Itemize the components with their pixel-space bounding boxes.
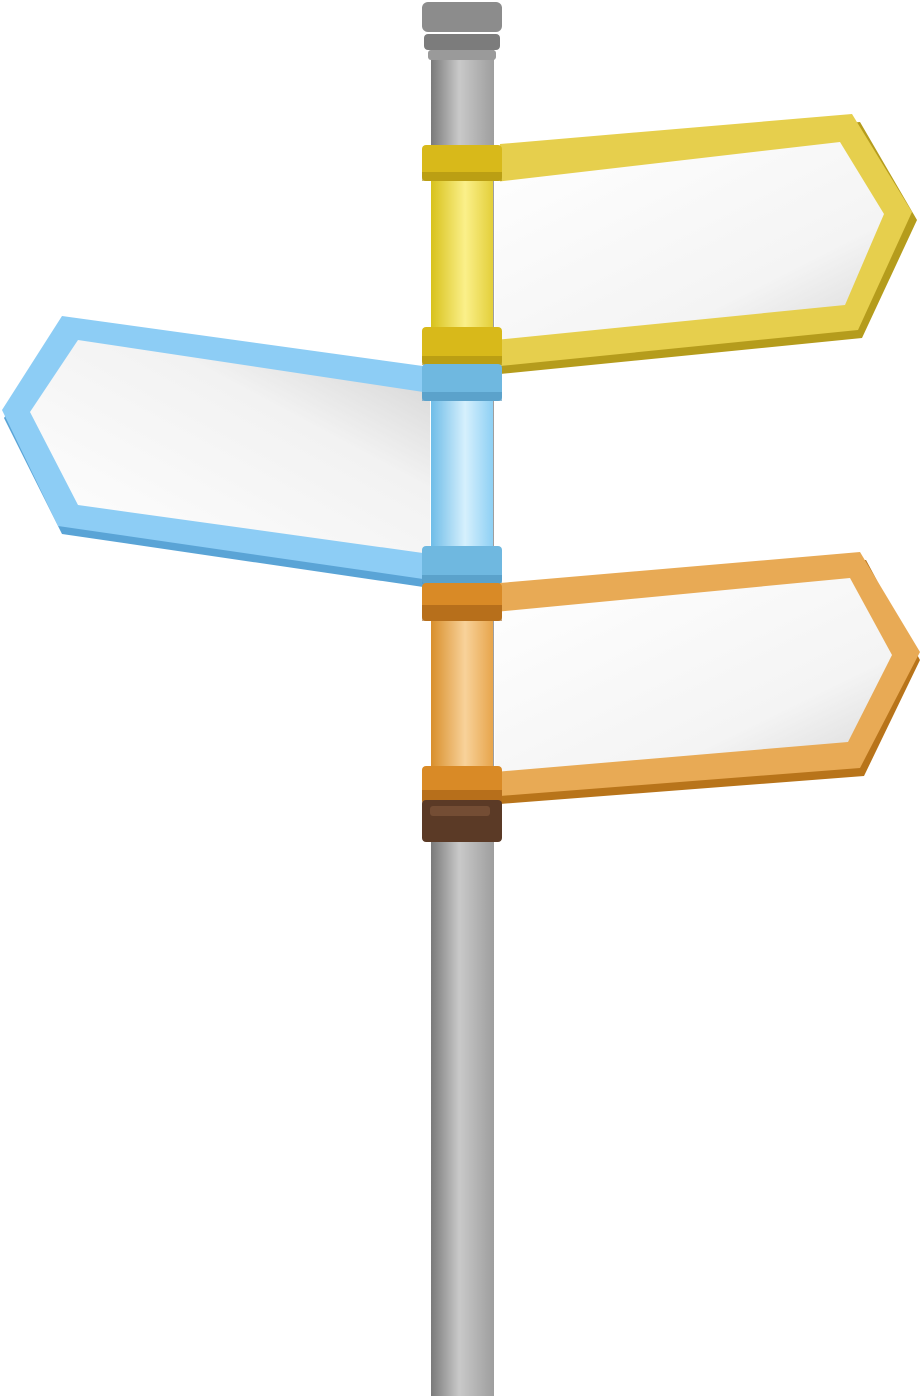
sign-blue-panel xyxy=(30,340,430,554)
pole-cap-ring xyxy=(424,34,500,50)
collar-blue-bottom xyxy=(422,546,502,584)
collar-blue-top-shadow xyxy=(422,392,502,401)
collar-yellow-bottom xyxy=(422,327,502,365)
base-collar-highlight xyxy=(430,806,490,816)
sign-blue xyxy=(2,316,502,588)
collar-yellow-top-shadow xyxy=(422,172,502,181)
pole-cap xyxy=(422,2,502,32)
sign-yellow-panel xyxy=(495,142,884,340)
sleeve-yellow xyxy=(431,175,493,335)
sign-orange-panel xyxy=(495,578,892,772)
sleeve-orange xyxy=(431,615,493,775)
collar-blue-top xyxy=(422,364,502,401)
pole-cap-ring-2 xyxy=(428,50,496,60)
sign-orange xyxy=(422,552,920,804)
collar-orange-top-shadow xyxy=(422,605,502,621)
sleeve-blue xyxy=(431,395,493,557)
sign-yellow xyxy=(422,114,917,374)
collar-yellow-bottom-shadow xyxy=(422,356,502,365)
collar-blue-bottom-shadow xyxy=(422,575,502,584)
